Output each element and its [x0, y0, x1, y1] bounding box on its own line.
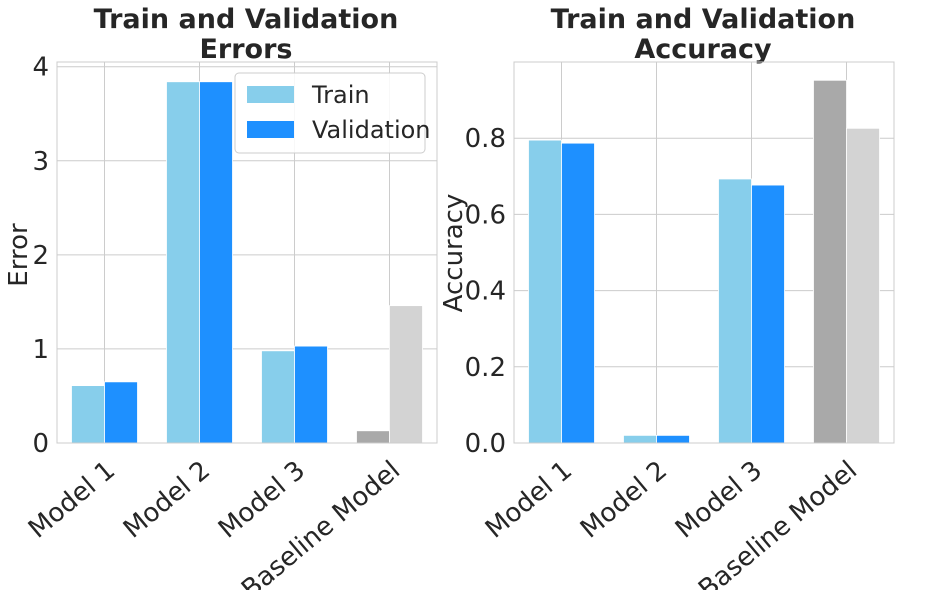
bar-validation-1	[104, 381, 138, 444]
bar-train-2	[166, 81, 200, 444]
x-tick-label: Model 2	[118, 455, 216, 544]
y-tick-label: 0	[32, 429, 49, 459]
x-tick-label: Model 2	[575, 455, 673, 544]
y-tick-label: 1	[32, 335, 49, 365]
bar-train-4	[356, 430, 390, 444]
y-tick-label: 0.8	[465, 124, 506, 154]
legend-train-swatch	[247, 86, 294, 103]
legend-validation-swatch	[247, 121, 294, 138]
accuracy-plot-frame	[513, 61, 895, 444]
errors-chart: Train and Validation Errors Error 01234 …	[4, 4, 438, 590]
bar-validation-4	[389, 305, 423, 444]
bar-train-2	[623, 434, 657, 444]
y-tick-label: 0.2	[465, 353, 506, 383]
accuracy-title-line1: Train and Validation	[551, 4, 856, 35]
bar-train-4	[813, 79, 847, 444]
x-tick-label: Baseline Model	[693, 455, 863, 590]
accuracy-title-line2: Accuracy	[634, 34, 772, 65]
errors-title-line2: Errors	[199, 34, 292, 65]
bar-validation-2	[199, 81, 233, 444]
bar-train-3	[718, 178, 752, 444]
accuracy-y-axis-label: Accuracy	[439, 194, 469, 313]
accuracy-y-ticks: 0.0 0.2 0.4 0.6 0.8	[465, 124, 506, 459]
bar-validation-3	[751, 184, 785, 444]
x-tick-label: Model 1	[23, 455, 121, 544]
errors-y-axis-label: Error	[4, 223, 34, 287]
legend-validation-label: Validation	[312, 116, 431, 144]
y-tick-label: 3	[32, 147, 49, 177]
y-tick-label: 4	[32, 53, 49, 83]
y-tick-label: 0.4	[465, 277, 506, 307]
bar-validation-4	[846, 127, 880, 444]
x-tick-label: Model 1	[480, 455, 578, 544]
y-tick-label: 0.6	[465, 200, 506, 230]
y-tick-label: 0.0	[465, 429, 506, 459]
bar-train-3	[261, 350, 295, 444]
errors-plot-frame	[56, 61, 438, 444]
bar-validation-3	[294, 345, 328, 444]
errors-y-ticks: 0 1 2 3 4	[32, 53, 49, 459]
errors-legend: Train Validation	[234, 72, 431, 154]
errors-bars	[71, 81, 423, 444]
bar-train-1	[528, 139, 562, 444]
bar-validation-1	[561, 142, 595, 444]
accuracy-chart: Train and Validation Accuracy Accuracy 0…	[439, 4, 895, 590]
accuracy-bars	[528, 79, 880, 444]
errors-title-line1: Train and Validation	[94, 4, 399, 35]
bar-train-1	[71, 385, 105, 444]
legend-train-label: Train	[311, 81, 370, 109]
x-tick-label: Baseline Model	[236, 455, 406, 590]
bar-validation-2	[656, 434, 690, 444]
y-tick-label: 2	[32, 241, 49, 271]
